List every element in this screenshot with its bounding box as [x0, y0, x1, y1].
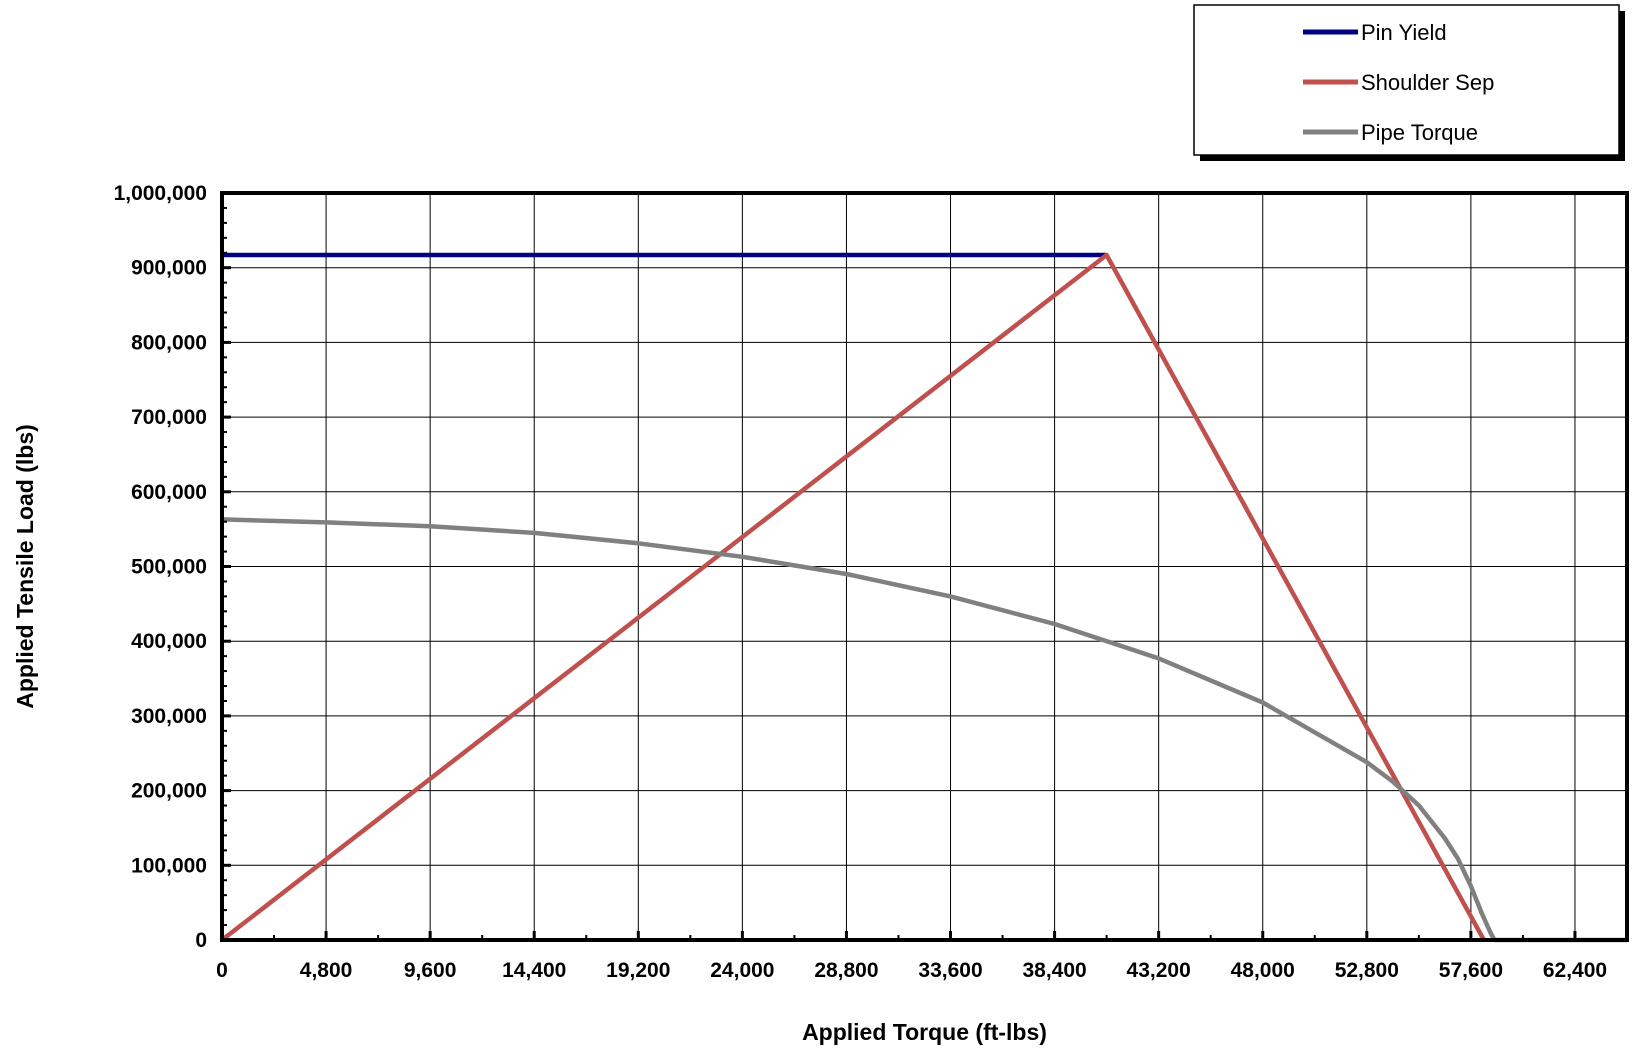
x-tick-label: 19,200 [606, 959, 670, 982]
axis-ticks [220, 191, 1628, 942]
legend-label-pipe-torque: Pipe Torque [1361, 120, 1478, 145]
y-tick-label: 700,000 [131, 406, 207, 429]
y-tick-label: 300,000 [131, 705, 207, 728]
x-tick-label: 0 [216, 959, 228, 982]
x-tick-label: 48,000 [1231, 959, 1295, 982]
x-tick-label: 14,400 [502, 959, 566, 982]
x-tick-label: 43,200 [1127, 959, 1191, 982]
y-tick-label: 0 [195, 929, 207, 952]
x-tick-labels: 0 4,800 9,600 14,400 19,200 24,000 28,800 33,60… [216, 959, 1607, 982]
legend-label-shoulder-sep: Shoulder Sep [1361, 70, 1494, 95]
x-tick-label: 4,800 [300, 959, 353, 982]
y-tick-label: 100,000 [131, 854, 207, 877]
grid [222, 193, 1627, 940]
legend-label-pin-yield: Pin Yield [1361, 20, 1447, 45]
legend: Pin Yield Shoulder Sep Pipe Torque [1193, 4, 1625, 161]
x-tick-label: 33,600 [918, 959, 982, 982]
legend-box [1193, 4, 1620, 156]
y-axis-title: Applied Tensile Load (lbs) [12, 424, 38, 709]
x-tick-label: 9,600 [404, 959, 457, 982]
series-line-pipe-torque [221, 517, 1627, 943]
x-tick-label: 52,800 [1335, 959, 1399, 982]
y-tick-label: 200,000 [131, 780, 207, 803]
y-tick-label: 1,000,000 [114, 182, 207, 205]
x-axis-title: Applied Torque (ft-lbs) [802, 1019, 1047, 1045]
series-line-shoulder-sep [220, 252, 1486, 942]
y-tick-label: 500,000 [131, 556, 207, 579]
y-tick-labels: 0 100,000 200,000 300,000 400,000 500,000 600,… [114, 182, 207, 952]
x-tick-label: 38,400 [1022, 959, 1086, 982]
x-tick-label: 24,000 [710, 959, 774, 982]
y-tick-label: 900,000 [131, 257, 207, 280]
x-tick-label: 62,400 [1543, 959, 1607, 982]
x-tick-label: 57,600 [1439, 959, 1503, 982]
series-group [220, 252, 1627, 943]
x-tick-label: 28,800 [814, 959, 878, 982]
y-tick-label: 800,000 [131, 331, 207, 354]
y-tick-label: 400,000 [131, 630, 207, 653]
y-tick-label: 600,000 [131, 481, 207, 504]
